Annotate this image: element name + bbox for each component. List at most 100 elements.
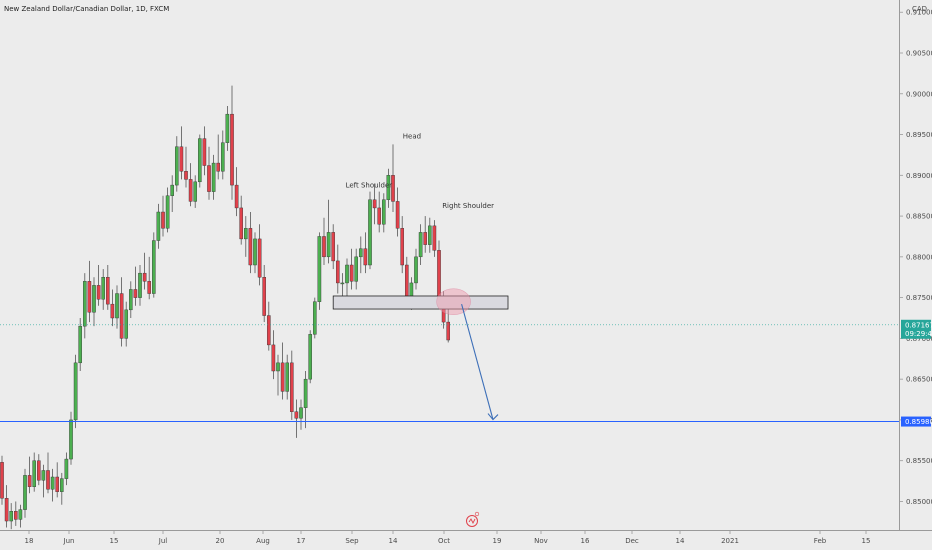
target-badge: [901, 416, 931, 427]
candle: [0, 455, 4, 505]
candle-body: [340, 282, 345, 285]
candle: [262, 265, 267, 323]
candle: [156, 203, 161, 249]
candle: [363, 232, 368, 274]
candle: [37, 454, 41, 486]
x-tick-label: 2021: [721, 537, 739, 545]
candle-body: [262, 277, 267, 316]
candle-body: [82, 281, 87, 327]
candle: [308, 330, 313, 384]
candle: [193, 175, 198, 208]
x-tick-label: Jun: [63, 537, 75, 545]
candle: [119, 277, 124, 347]
candle: [317, 232, 322, 310]
candle: [96, 265, 101, 306]
candle-body: [405, 264, 409, 297]
candle-body: [202, 138, 207, 166]
candle-body: [437, 250, 441, 298]
candle-body: [41, 470, 46, 481]
candle-body: [60, 478, 64, 492]
candle: [78, 318, 82, 371]
candle: [9, 503, 14, 530]
candle: [432, 220, 437, 257]
candle: [243, 216, 248, 257]
candle-body: [138, 272, 142, 298]
candle-body: [267, 315, 271, 346]
candle-body: [110, 303, 115, 319]
candle-body: [234, 184, 239, 209]
candle: [73, 354, 78, 429]
candle: [60, 472, 64, 505]
candle: [55, 462, 59, 498]
candle: [285, 354, 290, 400]
candle: [354, 248, 359, 290]
candle-body: [359, 248, 363, 258]
candle: [313, 297, 317, 339]
candle-body: [78, 325, 82, 364]
candle-body: [193, 181, 198, 202]
candle: [290, 350, 294, 420]
x-tick-label: 17: [297, 537, 306, 545]
candle: [400, 216, 405, 274]
x-tick-label: Jul: [158, 537, 168, 545]
candle: [207, 146, 211, 200]
candle: [253, 232, 257, 274]
candle-body: [46, 470, 50, 490]
candle-body: [317, 236, 322, 302]
candle: [234, 167, 239, 217]
x-tick-label: Oct: [438, 537, 450, 545]
x-tick-label: 15: [862, 537, 871, 545]
candle-body: [0, 462, 4, 499]
x-tick-label: 14: [389, 537, 398, 545]
candle-body: [400, 228, 405, 266]
candle-body: [207, 165, 211, 192]
candle: [230, 85, 234, 200]
candle: [336, 244, 340, 294]
candle-body: [50, 476, 55, 490]
candle-body: [446, 321, 451, 341]
candle-body: [119, 293, 124, 339]
candle-body: [257, 238, 262, 278]
x-tick-label: 15: [110, 537, 119, 545]
candle-body: [188, 179, 193, 202]
candle-body: [253, 238, 257, 266]
candle: [170, 175, 175, 212]
candle-body: [27, 475, 32, 487]
candle: [92, 277, 96, 327]
candle: [142, 252, 147, 290]
candle-body: [37, 460, 41, 481]
candle: [161, 195, 165, 237]
candle: [331, 224, 336, 270]
last-price-badge: [901, 319, 931, 339]
candle: [13, 501, 18, 526]
candle-body: [345, 264, 349, 284]
candle-body: [395, 201, 400, 229]
candle: [294, 399, 299, 438]
candle-body: [220, 142, 225, 172]
candle-body: [55, 476, 59, 492]
candle-body: [308, 334, 313, 380]
candle: [299, 399, 303, 430]
x-tick-label: 19: [493, 537, 502, 545]
candle: [87, 260, 92, 323]
candle-body: [428, 225, 432, 245]
x-tick-label: 14: [676, 537, 685, 545]
candle: [174, 136, 179, 192]
candle: [4, 485, 9, 528]
candle-body: [276, 362, 280, 372]
pattern-annotation: Right Shoulder: [442, 202, 494, 210]
candle-body: [216, 162, 221, 172]
candle: [50, 468, 55, 502]
pattern-annotation: Head: [403, 133, 421, 141]
candle-body: [368, 199, 372, 266]
candle: [18, 504, 23, 528]
candle: [423, 216, 428, 253]
candle: [391, 144, 395, 212]
candle: [32, 452, 36, 492]
candle-body: [69, 419, 73, 460]
candle-body: [285, 362, 290, 392]
